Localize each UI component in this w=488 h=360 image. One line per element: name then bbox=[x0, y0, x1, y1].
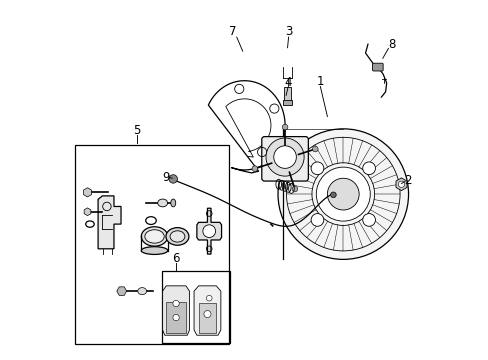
Circle shape bbox=[282, 124, 287, 130]
Circle shape bbox=[398, 181, 404, 188]
Circle shape bbox=[265, 138, 304, 176]
Polygon shape bbox=[194, 286, 221, 335]
Polygon shape bbox=[197, 208, 221, 254]
Ellipse shape bbox=[141, 247, 167, 255]
Text: 2: 2 bbox=[403, 174, 411, 186]
Circle shape bbox=[312, 146, 317, 152]
Polygon shape bbox=[163, 286, 189, 335]
FancyBboxPatch shape bbox=[372, 63, 383, 71]
Bar bbox=[161, 271, 230, 343]
Ellipse shape bbox=[165, 228, 188, 245]
Circle shape bbox=[327, 178, 358, 210]
Text: 1: 1 bbox=[316, 75, 324, 88]
Circle shape bbox=[362, 213, 375, 226]
Ellipse shape bbox=[170, 231, 184, 242]
Circle shape bbox=[173, 300, 179, 307]
Circle shape bbox=[310, 162, 323, 175]
Text: 5: 5 bbox=[133, 124, 140, 137]
Ellipse shape bbox=[138, 288, 146, 294]
Ellipse shape bbox=[158, 199, 167, 207]
Text: 4: 4 bbox=[284, 76, 291, 90]
Circle shape bbox=[203, 225, 215, 238]
FancyBboxPatch shape bbox=[261, 136, 308, 181]
Circle shape bbox=[169, 175, 177, 183]
Text: 3: 3 bbox=[285, 25, 292, 38]
Text: 8: 8 bbox=[387, 38, 395, 51]
Ellipse shape bbox=[141, 227, 167, 246]
Circle shape bbox=[173, 314, 179, 321]
Circle shape bbox=[273, 146, 296, 168]
Circle shape bbox=[251, 166, 257, 171]
Ellipse shape bbox=[170, 199, 175, 207]
Circle shape bbox=[278, 129, 407, 259]
Circle shape bbox=[206, 295, 212, 301]
Circle shape bbox=[362, 162, 375, 175]
Ellipse shape bbox=[144, 230, 164, 243]
Circle shape bbox=[291, 186, 297, 192]
Circle shape bbox=[316, 167, 369, 221]
Bar bbox=[75, 145, 228, 344]
Bar bbox=[166, 302, 185, 333]
Circle shape bbox=[310, 213, 323, 226]
Bar bbox=[282, 100, 292, 105]
Text: 6: 6 bbox=[172, 252, 179, 265]
Text: 7: 7 bbox=[229, 25, 237, 38]
Polygon shape bbox=[98, 196, 121, 249]
Circle shape bbox=[330, 192, 336, 198]
Bar bbox=[284, 86, 290, 100]
Text: 9: 9 bbox=[162, 171, 170, 184]
Bar bbox=[198, 303, 216, 333]
Circle shape bbox=[203, 311, 210, 318]
